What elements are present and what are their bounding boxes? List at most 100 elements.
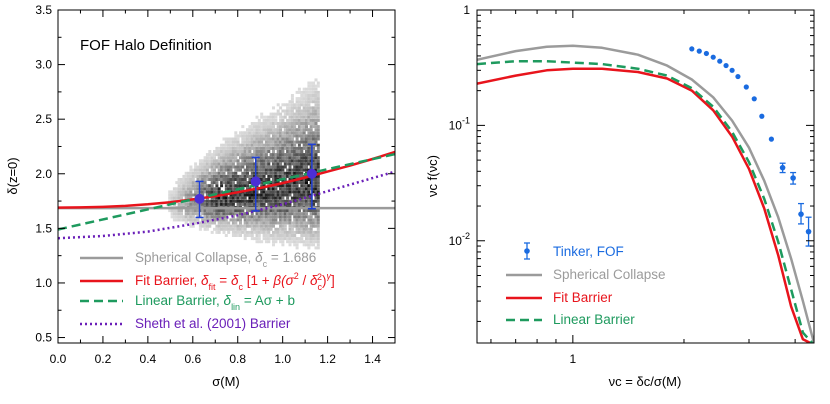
histogram-cell [312, 140, 316, 144]
data-point [703, 50, 709, 57]
histogram-cell [314, 234, 318, 237]
histogram-cell [316, 178, 320, 181]
histogram-cell [297, 181, 301, 185]
histogram-cell [302, 143, 306, 147]
histogram-cell [262, 184, 266, 188]
histogram-cell [312, 90, 316, 94]
histogram-cell [295, 193, 299, 197]
histogram-cell [262, 218, 266, 222]
histogram-cell [210, 230, 214, 234]
histogram-cell [262, 118, 266, 122]
histogram-cell [314, 181, 318, 185]
histogram-cell [246, 165, 249, 169]
histogram-cell [213, 174, 216, 178]
histogram-cell [293, 159, 297, 163]
histogram-cell [248, 218, 252, 222]
x-tick-label: 1.0 [274, 352, 291, 366]
histogram-cell [293, 106, 297, 110]
histogram-cell [307, 196, 311, 200]
data-point [735, 73, 741, 80]
histogram-cell [297, 190, 301, 194]
histogram-cell [272, 224, 275, 228]
histogram-cell [220, 162, 224, 166]
histogram-cell [264, 156, 268, 160]
histogram-cell [300, 115, 304, 119]
histogram-cell [243, 174, 247, 178]
histogram-cell [274, 202, 278, 206]
histogram-cell [276, 103, 280, 107]
histogram-cell [314, 168, 318, 172]
histogram-cell [220, 190, 224, 194]
histogram-cell [255, 153, 259, 157]
histogram-cell [220, 196, 224, 200]
mass-function-lines [477, 44, 814, 343]
histogram-cell [302, 153, 306, 157]
histogram-cell [264, 115, 268, 119]
histogram-cell [205, 174, 209, 178]
histogram-cell [224, 153, 228, 157]
histogram-cell [257, 230, 261, 234]
histogram-cell [286, 112, 290, 116]
histogram-cell [312, 122, 316, 125]
histogram-cell [213, 168, 216, 172]
histogram-cell [297, 87, 301, 91]
histogram-cell [269, 122, 273, 125]
histogram-cell [172, 212, 176, 216]
histogram-cell [213, 165, 216, 169]
histogram-cell [187, 202, 191, 206]
histogram-cell [274, 134, 278, 138]
histogram-cell [246, 159, 249, 163]
histogram-cell [307, 190, 311, 194]
histogram-cell [274, 199, 278, 203]
histogram-cell [312, 97, 316, 101]
histogram-cell [236, 181, 240, 185]
histogram-cell [220, 218, 224, 222]
histogram-cell [234, 137, 238, 141]
histogram-cell [297, 215, 301, 219]
histogram-cell [222, 146, 226, 150]
histogram-cell [246, 131, 249, 135]
histogram-cell [305, 143, 308, 147]
right-y-axis-label: νc f(νc) [425, 155, 440, 197]
histogram-cell [208, 202, 212, 206]
histogram-cell [213, 159, 216, 163]
histogram-cell [267, 156, 271, 160]
histogram-cell [222, 230, 226, 234]
histogram-cell [288, 106, 292, 110]
histogram-cell [293, 212, 297, 216]
histogram-cell [267, 140, 271, 144]
histogram-cell [170, 193, 174, 197]
histogram-cell [189, 196, 193, 200]
histogram-cell [276, 146, 280, 150]
histogram-cell [229, 184, 233, 188]
histogram-cell [286, 218, 290, 222]
histogram-cell [293, 118, 297, 122]
histogram-cell [290, 156, 294, 160]
histogram-cell [274, 165, 278, 169]
histogram-cell [203, 159, 207, 163]
histogram-cell [172, 187, 176, 191]
histogram-cell [309, 234, 313, 237]
y-tick-label: 1.0 [35, 276, 52, 290]
histogram-cell [274, 146, 278, 150]
histogram-cell [316, 237, 320, 241]
histogram-cell [293, 125, 297, 129]
histogram-cell [290, 209, 294, 213]
histogram-cell [250, 221, 254, 225]
histogram-cell [309, 215, 313, 219]
histogram-cell [312, 146, 316, 150]
histogram-cell [260, 181, 264, 185]
histogram-cell [229, 202, 233, 206]
histogram-cell [180, 193, 183, 197]
histogram-cell [272, 202, 275, 206]
histogram-cell [302, 106, 306, 110]
histogram-cell [276, 193, 280, 197]
histogram-cell [286, 230, 290, 234]
histogram-cell [281, 218, 285, 222]
histogram-cell [236, 224, 240, 228]
histogram-cell [309, 209, 313, 213]
histogram-cell [272, 178, 275, 181]
histogram-cell [279, 234, 283, 237]
histogram-cell [213, 190, 216, 194]
histogram-cell [267, 221, 271, 225]
